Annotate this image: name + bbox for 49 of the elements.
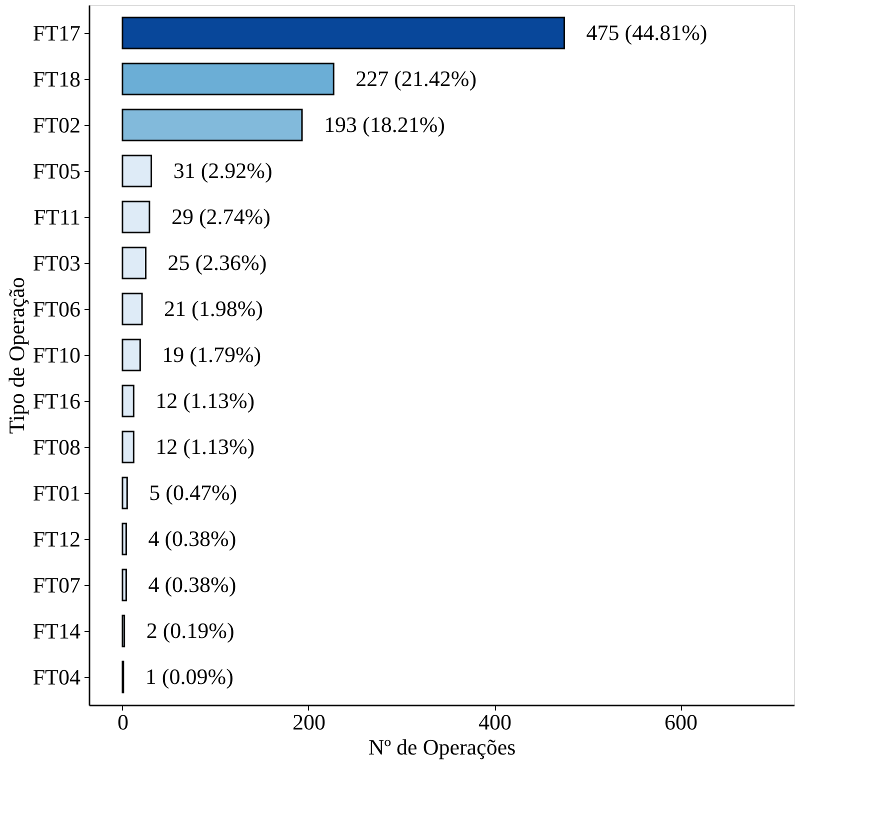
bar <box>122 154 152 188</box>
y-tick-label: FT03 <box>32 250 80 276</box>
y-axis-title: Tipo de Operação <box>4 277 29 434</box>
data-label: 31 (2.92%) <box>173 158 272 183</box>
data-label: 25 (2.36%) <box>168 250 267 275</box>
data-label: 193 (18.21%) <box>324 112 445 137</box>
data-label: 21 (1.98%) <box>164 296 263 321</box>
x-axis-title: Nº de Operações <box>368 734 516 760</box>
bar <box>122 292 143 326</box>
bar <box>122 568 127 602</box>
bar <box>122 384 134 418</box>
x-tick-label: 600 <box>664 710 698 734</box>
bar <box>122 62 334 96</box>
bar <box>122 338 141 372</box>
y-tick-label: FT16 <box>32 388 80 414</box>
y-tick-label: FT02 <box>32 112 80 138</box>
data-label: 4 (0.38%) <box>148 526 236 551</box>
data-label: 12 (1.13%) <box>156 388 255 413</box>
y-tick-label: FT05 <box>32 158 80 184</box>
y-tick-label: FT07 <box>32 572 80 598</box>
y-tick-label: FT14 <box>32 618 80 644</box>
x-tick-label: 200 <box>292 710 326 734</box>
bar <box>122 430 134 464</box>
bar <box>122 476 128 510</box>
y-tick-label: FT17 <box>32 20 80 46</box>
y-tick-label: FT08 <box>32 434 80 460</box>
data-label: 227 (21.42%) <box>356 66 477 91</box>
data-label: 12 (1.13%) <box>156 434 255 459</box>
data-label: 1 (0.09%) <box>145 664 234 689</box>
y-tick-label: FT12 <box>32 526 80 552</box>
y-tick-label: FT04 <box>32 664 80 690</box>
data-label: 19 (1.79%) <box>162 342 262 367</box>
data-label: 29 (2.74%) <box>171 204 270 229</box>
y-tick-label: FT01 <box>32 480 80 506</box>
y-tick-label: FT11 <box>34 204 80 230</box>
bar <box>122 108 303 142</box>
data-label: 5 (0.47%) <box>149 480 238 505</box>
bar <box>122 16 566 50</box>
x-tick-label: 400 <box>478 710 512 734</box>
y-tick-label: FT06 <box>32 296 80 322</box>
y-tick-label: FT18 <box>32 66 80 92</box>
bar <box>122 522 127 556</box>
bar <box>122 246 146 280</box>
x-tick-label: 0 <box>117 710 128 734</box>
data-label: 2 (0.19%) <box>146 618 234 643</box>
data-label: 4 (0.38%) <box>148 572 236 597</box>
data-label: 475 (44.81%) <box>586 20 708 45</box>
y-tick-label: FT10 <box>32 342 80 368</box>
bar <box>122 200 150 234</box>
